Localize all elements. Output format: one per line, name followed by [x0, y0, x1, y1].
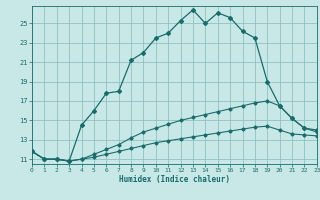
X-axis label: Humidex (Indice chaleur): Humidex (Indice chaleur): [119, 175, 230, 184]
